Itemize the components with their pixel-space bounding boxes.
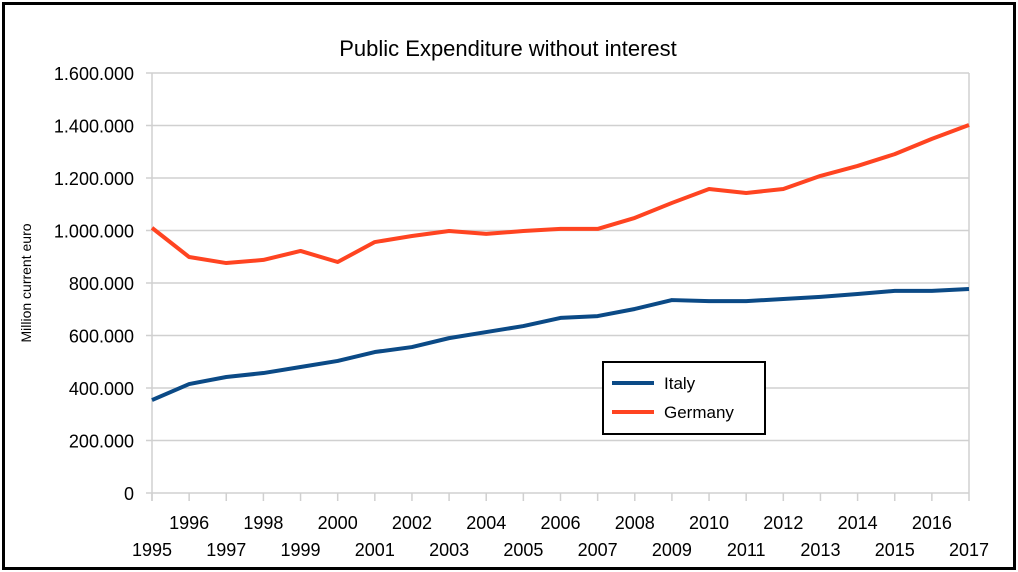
series-line-germany (150, 123, 970, 266)
x-tick-label: 2013 (800, 540, 840, 560)
x-tick-label: 2001 (355, 540, 395, 560)
y-tick-label: 800.000 (69, 274, 134, 294)
x-tick-label: 2009 (652, 540, 692, 560)
x-tick-label: 2017 (949, 540, 989, 560)
x-tick-label: 2007 (578, 540, 618, 560)
x-tick-label: 1998 (243, 513, 283, 533)
x-tick-label: 2015 (875, 540, 915, 560)
x-tick-label: 2002 (392, 513, 432, 533)
x-tick-label: 2012 (763, 513, 803, 533)
x-tick-label: 2008 (615, 513, 655, 533)
y-tick-label: 1.000.000 (54, 222, 134, 242)
y-tick-label: 400.000 (69, 379, 134, 399)
legend-label-germany: Germany (664, 403, 734, 422)
y-tick-label: 600.000 (69, 327, 134, 347)
x-tick-label: 2014 (838, 513, 878, 533)
y-tick-label: 1.200.000 (54, 169, 134, 189)
x-tick-label: 2003 (429, 540, 469, 560)
x-tick-label: 1996 (169, 513, 209, 533)
chart-title: Public Expenditure without interest (339, 36, 677, 61)
y-axis-label: Million current euro (18, 223, 34, 342)
legend: Italy Germany (602, 361, 766, 435)
legend-label-italy: Italy (664, 374, 696, 393)
x-tick-label: 2005 (503, 540, 543, 560)
y-tick-label: 0 (124, 484, 134, 504)
x-tick-label: 2011 (727, 540, 766, 560)
x-tick-label: 2006 (540, 513, 580, 533)
x-tick-label: 2010 (689, 513, 729, 533)
x-tick-label: 1997 (206, 540, 246, 560)
x-tick-label: 2016 (912, 513, 952, 533)
y-tick-label: 1.600.000 (54, 64, 134, 84)
legend-box (602, 361, 766, 435)
x-tick-label: 2000 (318, 513, 358, 533)
series-line-italy (151, 287, 970, 402)
y-tick-label: 1.400.000 (54, 117, 134, 137)
x-tick-label: 1999 (281, 540, 321, 560)
y-tick-label: 200.000 (69, 432, 134, 452)
x-tick-label: 2004 (466, 513, 506, 533)
x-tick-label: 1995 (132, 540, 172, 560)
